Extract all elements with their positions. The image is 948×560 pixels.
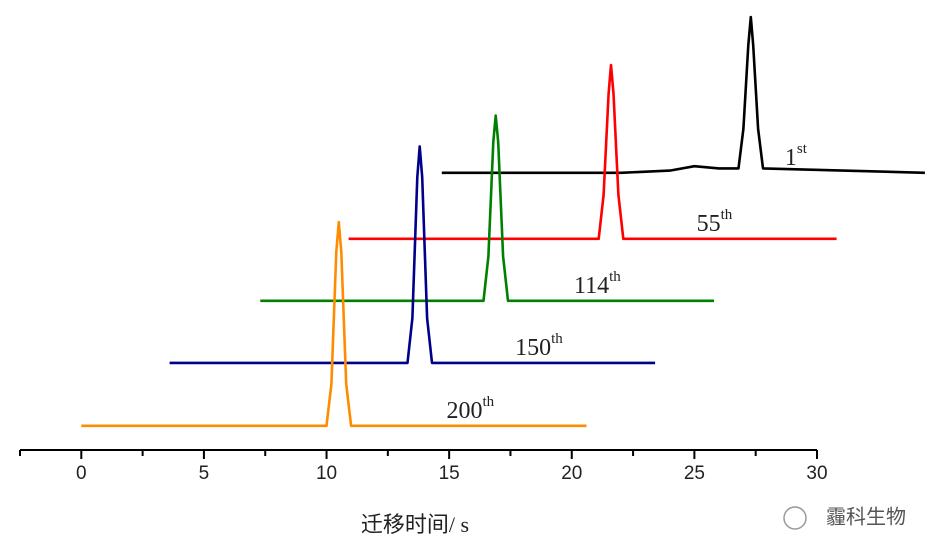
x-tick-label: 20: [561, 463, 582, 484]
trace: [348, 63, 837, 241]
series-label: 55th: [697, 207, 733, 236]
x-tick-label: 15: [439, 463, 460, 484]
series-label-number: 114: [574, 272, 609, 298]
trace: [441, 15, 925, 175]
series-label-sup: th: [482, 394, 494, 410]
series-label: 1st: [785, 141, 808, 170]
x-tick-label: 0: [76, 463, 87, 484]
x-axis-title: 迁移时间/ s: [361, 512, 469, 537]
series-label-number: 1: [785, 144, 797, 170]
series-label-sup: st: [797, 141, 808, 157]
series-label-sup: th: [551, 331, 563, 347]
series-label: 200th: [446, 394, 494, 423]
trace: [260, 114, 714, 303]
series-label: 150th: [515, 331, 563, 360]
x-tick-label: 10: [316, 463, 337, 484]
watermark: 霾科生物: [826, 505, 906, 529]
watermark-icon: [783, 506, 807, 530]
series-label-sup: th: [609, 269, 621, 285]
series-label-number: 150: [515, 334, 551, 360]
series-label-number: 200: [446, 397, 482, 423]
trace: [81, 220, 587, 428]
x-tick-label: 30: [806, 463, 827, 484]
series-label-number: 55: [697, 210, 721, 236]
x-tick-label: 25: [684, 463, 705, 484]
series-label: 114th: [574, 269, 621, 298]
series-label-sup: th: [721, 207, 733, 223]
trace: [169, 145, 656, 365]
x-tick-label: 5: [199, 463, 210, 484]
